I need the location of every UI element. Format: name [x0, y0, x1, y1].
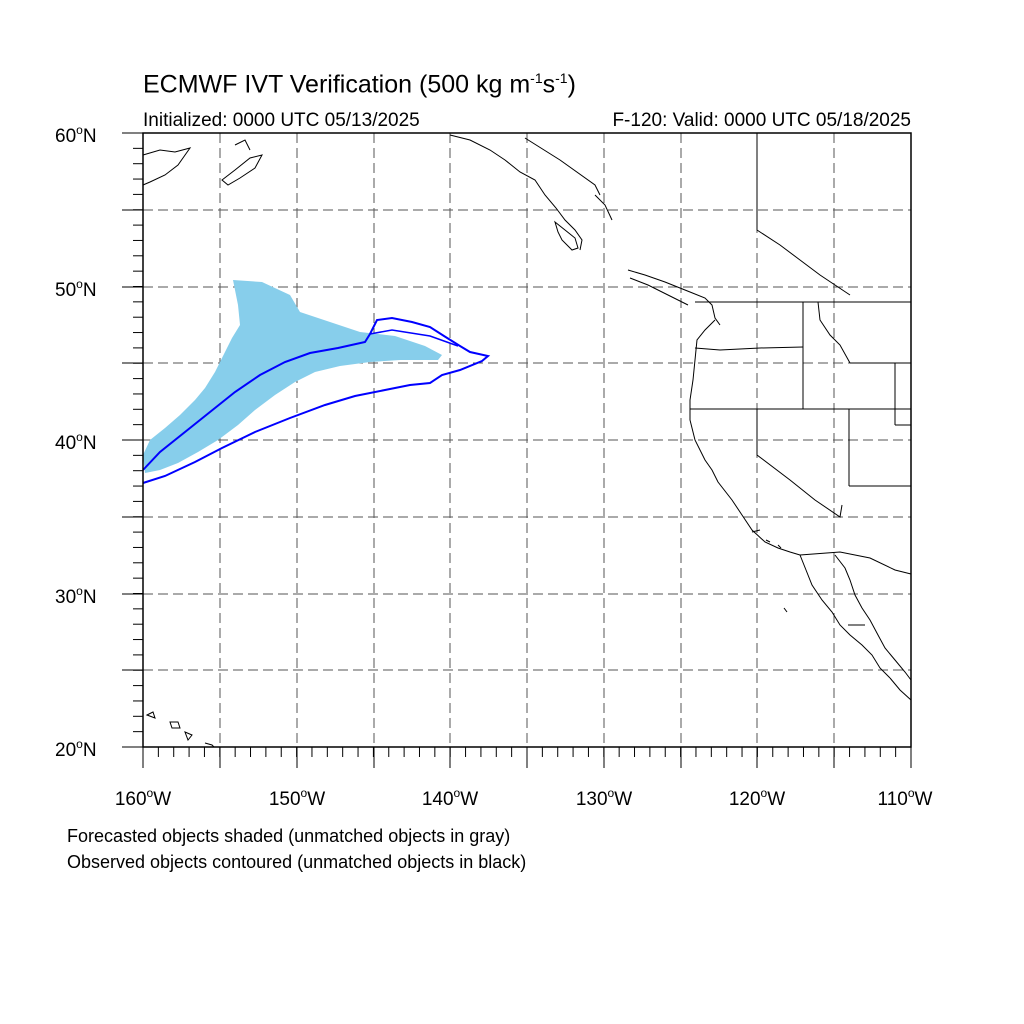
political-borders: [524, 133, 912, 626]
lat-label-60: 60oN: [55, 123, 97, 147]
lon-label-140: 140oW: [422, 786, 478, 810]
observed-ivt-contour: [142, 316, 491, 484]
axis-ticks: [122, 132, 912, 768]
lat-labels: 60oN 50oN 40oN 30oN 20oN: [55, 123, 97, 761]
minor-ticks: [133, 132, 912, 757]
lon-label-110: 110oW: [878, 786, 933, 810]
chart-title: ECMWF IVT Verification (500 kg m-1s-1): [143, 70, 576, 99]
lat-label-30: 30oN: [55, 584, 97, 608]
initialized-time: Initialized: 0000 UTC 05/13/2025: [143, 110, 420, 131]
lon-label-130: 130oW: [576, 786, 632, 810]
lon-label-160: 160oW: [115, 786, 171, 810]
forecast-ivt-object: [143, 280, 442, 473]
graticule: [143, 133, 911, 747]
lon-label-150: 150oW: [269, 786, 325, 810]
valid-time: F-120: Valid: 0000 UTC 05/18/2025: [612, 110, 911, 131]
caption-forecast: Forecasted objects shaded (unmatched obj…: [67, 826, 511, 846]
observed-ivt-centerline: [369, 329, 459, 347]
caption-observed: Observed objects contoured (unmatched ob…: [67, 852, 527, 872]
lat-label-50: 50oN: [55, 277, 97, 301]
coastlines: [142, 134, 912, 748]
lat-label-40: 40oN: [55, 430, 97, 454]
lon-label-120: 120oW: [729, 786, 785, 810]
lon-labels: 160oW 150oW 140oW 130oW 120oW 110oW: [115, 786, 933, 810]
lat-label-20: 20oN: [55, 737, 97, 761]
